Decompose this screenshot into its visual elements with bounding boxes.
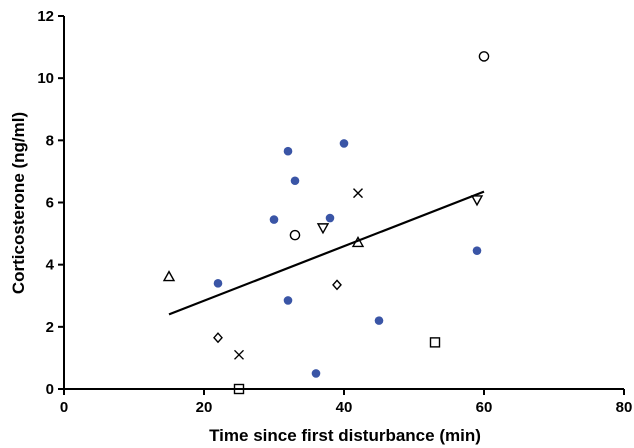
data-point-filled-circle: [283, 146, 293, 156]
trend-line: [168, 190, 485, 316]
data-point-filled-circle: [325, 213, 335, 223]
data-point-filled-circle: [472, 246, 482, 255]
y-tick-label: 4: [46, 257, 55, 274]
data-point-filled-circle: [290, 176, 300, 186]
y-tick-label: 2: [46, 319, 54, 336]
y-tick-label: 12: [37, 8, 54, 25]
trendline-layer: [168, 190, 485, 316]
x-tick-label: 80: [616, 399, 633, 416]
data-point-square: [429, 337, 441, 348]
data-point-diamond: [332, 279, 342, 291]
x-tick-label: 0: [60, 399, 68, 416]
data-point-triangle-down: [316, 223, 330, 235]
data-point-cross: [234, 349, 244, 360]
y-tick-label: 0: [46, 381, 54, 398]
data-point-filled-circle: [269, 215, 279, 224]
x-tick-label: 40: [336, 399, 353, 416]
data-point-triangle-up: [351, 235, 365, 248]
y-tick-label: 6: [46, 195, 54, 212]
data-point-filled-circle: [311, 369, 321, 378]
data-point-open-circle: [289, 229, 301, 241]
x-tick-label: 60: [476, 399, 493, 416]
axes: 0 2 4 6 8 10 12 0 20 40 60 80: [37, 8, 632, 416]
y-axis-title: Corticosterone (ng/ml): [9, 112, 28, 294]
data-point-square: [233, 383, 245, 395]
data-point-filled-circle: [283, 296, 293, 305]
data-point-filled-circle: [339, 139, 349, 148]
y-tick-label: 10: [37, 70, 54, 87]
data-point-triangle-up: [162, 270, 176, 282]
data-point-cross: [353, 188, 363, 199]
x-axis-title: Time since first disturbance (min): [209, 426, 481, 445]
data-point-open-circle: [478, 51, 490, 62]
data-point-triangle-down: [470, 195, 484, 207]
x-tick-label: 20: [196, 399, 213, 416]
data-points: [162, 51, 490, 395]
data-point-filled-circle: [374, 316, 384, 325]
cross-stroke: [353, 188, 363, 199]
data-point-diamond: [213, 332, 223, 344]
data-point-filled-circle: [213, 279, 223, 288]
cross-stroke: [234, 349, 244, 360]
y-tick-label: 8: [46, 132, 54, 149]
